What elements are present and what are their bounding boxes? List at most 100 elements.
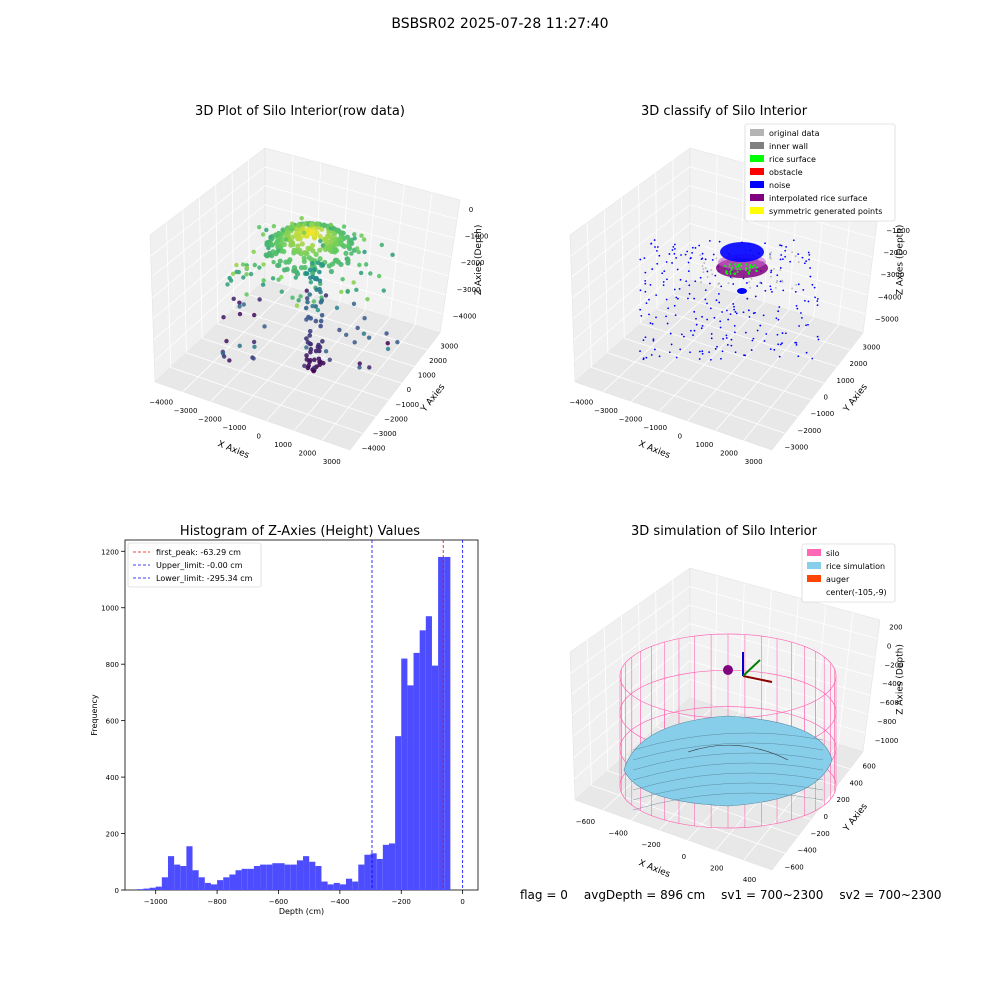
p2-noise-point <box>721 350 724 353</box>
p1-point <box>302 250 307 255</box>
p1-point <box>283 237 289 242</box>
p2-noise-point <box>688 292 691 295</box>
p2-noise-point <box>732 283 735 285</box>
p2-noise-point <box>796 307 799 310</box>
p2-noise-point <box>785 245 788 248</box>
p2-noise-point <box>781 342 783 345</box>
p4-z-tick: −200 <box>884 661 903 669</box>
p2-noise-point <box>718 293 720 295</box>
p2-noise-point <box>712 253 715 256</box>
rice-surface-mesh <box>632 792 824 811</box>
p1-point <box>313 348 319 354</box>
p1-point <box>390 252 395 258</box>
p2-noise-point <box>695 323 698 326</box>
p2-z-tick: −4000 <box>878 293 902 301</box>
p2-noise-point <box>677 297 679 300</box>
rice-surface-mesh <box>632 762 824 781</box>
p1-y-tick: −2000 <box>384 415 408 423</box>
hist-x-tick: 0 <box>460 898 464 906</box>
p1-point <box>323 349 329 354</box>
p1-grid <box>293 317 391 431</box>
p2-noise-point <box>674 248 676 250</box>
hist-bar <box>388 843 396 890</box>
p4-grid <box>739 582 745 714</box>
p2-noise-point <box>729 313 732 315</box>
p2-x-tick: −2000 <box>619 415 643 423</box>
p1-point <box>298 294 303 299</box>
p2-noise-point <box>811 357 814 360</box>
p2-grid <box>655 172 658 310</box>
p2-noise-point <box>722 337 725 340</box>
p2-noise-point <box>652 339 655 342</box>
hist-bar <box>401 658 408 890</box>
p1-point <box>337 237 343 243</box>
p2-y-tick: 0 <box>824 394 828 402</box>
p2-rice-point <box>745 263 748 266</box>
p2-noise-point <box>701 350 704 353</box>
hist-bar <box>321 881 328 890</box>
p4-legend-label: auger <box>826 575 850 584</box>
rice-surface-mesh <box>632 782 824 801</box>
p2-noise-point <box>676 268 679 271</box>
p1-point <box>313 251 319 257</box>
p1-grid <box>150 166 458 257</box>
hist-y-tick: 0 <box>115 887 119 895</box>
p1-point <box>334 305 340 311</box>
p2-noise-point <box>800 316 803 319</box>
p2-floor <box>574 279 864 451</box>
p2-noise-point <box>777 310 780 313</box>
p2-original-point <box>731 277 734 280</box>
status-line: flag = 0 avgDepth = 896 cm sv1 = 700~2300 s… <box>520 888 958 902</box>
p2-rice-point <box>739 268 742 271</box>
p1-point <box>365 297 370 302</box>
p1-point <box>244 272 249 277</box>
p1-grid <box>182 287 291 393</box>
p2-noise-point <box>769 285 772 288</box>
p1-grid <box>152 222 449 320</box>
p2-original-point <box>750 277 753 280</box>
p2-noise-point <box>811 283 814 286</box>
p2-noise-point <box>764 242 766 245</box>
p2-noise-point <box>816 297 819 300</box>
p2-noise-point <box>807 323 809 326</box>
p1-point <box>352 340 357 345</box>
p2-noise-point <box>683 335 685 338</box>
p2-noise-point <box>794 291 797 293</box>
p2-y-tick: −2000 <box>798 427 822 435</box>
p2-noise-point <box>770 269 773 272</box>
p2-noise-point <box>747 309 750 312</box>
hist-bar <box>333 882 340 890</box>
p1-point <box>304 296 310 301</box>
p2-noise-point <box>733 331 736 334</box>
p2-original-point <box>700 281 702 284</box>
p2-grid <box>573 241 868 341</box>
p2-legend-label: rice surface <box>769 155 816 164</box>
p2-rice-point <box>729 272 732 275</box>
hist-xlabel: Depth (cm) <box>279 907 324 916</box>
p2-rice-point <box>734 272 737 275</box>
p2-x-tick: 2000 <box>720 449 738 457</box>
p2-noise-point <box>746 297 749 300</box>
p1-point <box>317 362 323 368</box>
p2-y-tick: 2000 <box>850 360 868 368</box>
p2-noise-point <box>654 246 656 248</box>
p1-point <box>343 332 349 337</box>
p1-point <box>343 250 349 256</box>
p2-noise-point <box>644 271 647 274</box>
p1-grid <box>151 204 452 299</box>
hist-bar <box>253 866 261 890</box>
p1-point <box>237 343 242 349</box>
p2-original-point <box>794 255 797 258</box>
hist-bar <box>155 886 162 890</box>
p1-point <box>251 312 257 318</box>
p1-point <box>270 276 276 281</box>
p1-point <box>319 261 324 267</box>
p1-point <box>268 234 273 240</box>
p1-point <box>333 247 340 254</box>
p2-noise-point <box>809 275 812 278</box>
hist-bar <box>186 846 193 890</box>
p1-point <box>368 271 373 276</box>
p2-noise-point <box>734 351 737 354</box>
rice-surface-mesh <box>632 752 824 771</box>
p2-grid <box>572 222 871 320</box>
